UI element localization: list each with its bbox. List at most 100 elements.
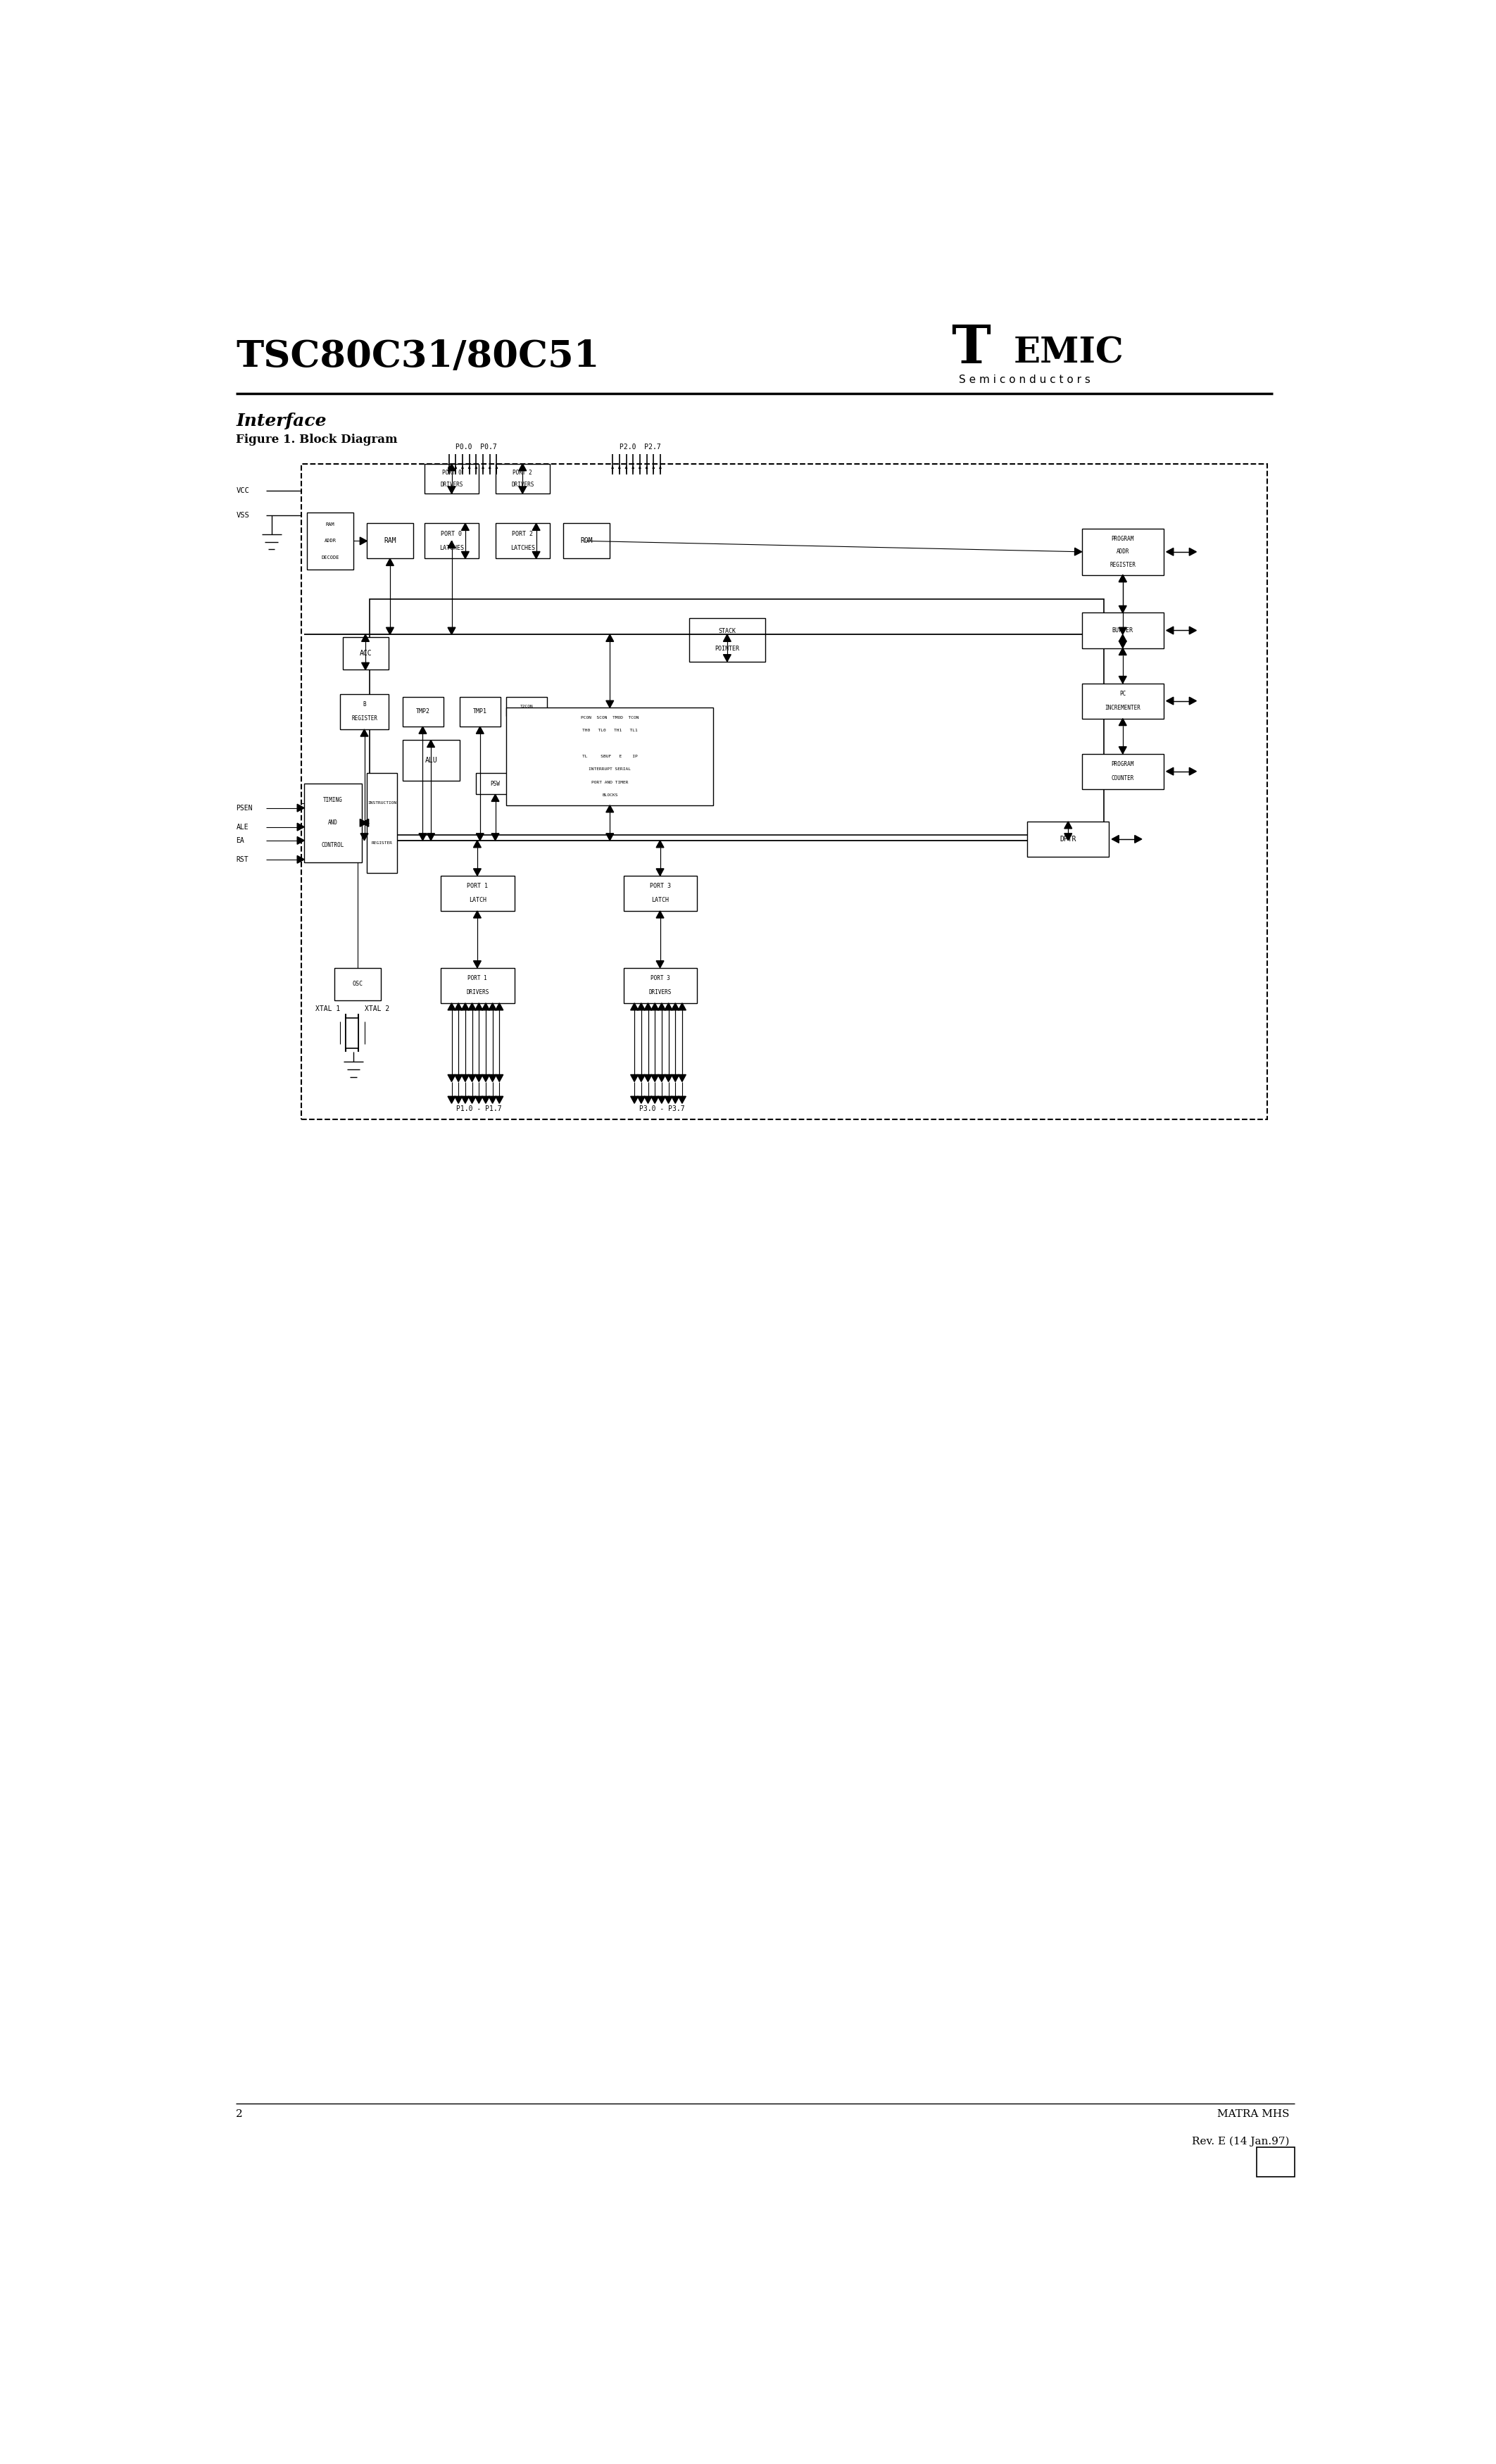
FancyBboxPatch shape — [495, 463, 551, 493]
Polygon shape — [1189, 697, 1197, 705]
Polygon shape — [495, 1003, 503, 1010]
Polygon shape — [631, 1003, 639, 1010]
Text: LATCHES: LATCHES — [440, 545, 464, 552]
Polygon shape — [678, 1003, 687, 1010]
Polygon shape — [426, 833, 435, 840]
Text: VCC: VCC — [236, 488, 250, 495]
FancyBboxPatch shape — [367, 774, 396, 872]
Polygon shape — [461, 522, 470, 530]
Text: 2: 2 — [236, 2109, 242, 2119]
Text: PORT 0: PORT 0 — [441, 530, 462, 537]
Polygon shape — [492, 793, 500, 801]
FancyBboxPatch shape — [690, 618, 766, 660]
Polygon shape — [489, 1096, 497, 1104]
Polygon shape — [631, 1074, 639, 1082]
Polygon shape — [362, 818, 368, 825]
Polygon shape — [658, 1096, 666, 1104]
Polygon shape — [468, 1074, 476, 1082]
FancyBboxPatch shape — [346, 1018, 358, 1047]
FancyBboxPatch shape — [506, 707, 714, 806]
FancyBboxPatch shape — [307, 513, 353, 569]
Text: PSW: PSW — [491, 781, 500, 786]
FancyBboxPatch shape — [1082, 754, 1164, 788]
Polygon shape — [645, 1074, 652, 1082]
Polygon shape — [533, 522, 540, 530]
Polygon shape — [637, 1096, 645, 1104]
Polygon shape — [361, 818, 367, 825]
Text: TMP1: TMP1 — [473, 710, 488, 715]
Text: REGISTER: REGISTER — [352, 715, 377, 722]
Text: LATCH: LATCH — [652, 897, 669, 904]
Polygon shape — [657, 840, 664, 848]
Text: RAM: RAM — [326, 522, 335, 527]
Polygon shape — [1167, 769, 1173, 776]
Polygon shape — [651, 1096, 658, 1104]
Polygon shape — [482, 1003, 489, 1010]
Text: TIMING: TIMING — [323, 798, 343, 803]
Polygon shape — [606, 833, 613, 840]
Polygon shape — [1119, 648, 1126, 655]
Polygon shape — [672, 1003, 679, 1010]
Polygon shape — [426, 739, 435, 747]
Polygon shape — [468, 1096, 476, 1104]
FancyBboxPatch shape — [441, 968, 515, 1003]
Polygon shape — [1119, 574, 1126, 582]
Text: AND: AND — [328, 821, 338, 825]
Text: T: T — [951, 323, 990, 375]
Text: DECODE: DECODE — [322, 554, 340, 559]
Polygon shape — [461, 552, 470, 559]
Text: DRIVERS: DRIVERS — [467, 991, 489, 995]
Polygon shape — [1189, 547, 1197, 554]
FancyBboxPatch shape — [425, 463, 479, 493]
Polygon shape — [495, 1074, 503, 1082]
Text: EA: EA — [236, 838, 244, 845]
Polygon shape — [419, 833, 426, 840]
Polygon shape — [533, 552, 540, 559]
Polygon shape — [455, 1003, 462, 1010]
Polygon shape — [361, 833, 368, 840]
Text: REGISTER: REGISTER — [371, 840, 392, 845]
Text: DRIVERS: DRIVERS — [440, 480, 464, 488]
Text: ADDR: ADDR — [325, 540, 337, 542]
Text: PROGRAM: PROGRAM — [1112, 535, 1134, 542]
Text: P1.0 - P1.7: P1.0 - P1.7 — [456, 1106, 501, 1114]
Polygon shape — [645, 1003, 652, 1010]
Text: INCREMENTER: INCREMENTER — [1104, 705, 1140, 712]
FancyBboxPatch shape — [367, 522, 413, 559]
FancyBboxPatch shape — [624, 968, 697, 1003]
Polygon shape — [1119, 628, 1126, 633]
Polygon shape — [1167, 626, 1173, 633]
Text: Figure 1. Block Diagram: Figure 1. Block Diagram — [236, 434, 398, 446]
Polygon shape — [447, 485, 455, 493]
Polygon shape — [631, 1096, 639, 1104]
FancyBboxPatch shape — [1082, 614, 1164, 648]
Text: S e m i c o n d u c t o r s: S e m i c o n d u c t o r s — [959, 375, 1091, 384]
Text: ADDR: ADDR — [1116, 549, 1129, 554]
Polygon shape — [492, 833, 500, 840]
Text: VSS: VSS — [236, 513, 250, 520]
Text: PORT 3: PORT 3 — [651, 976, 670, 981]
Polygon shape — [476, 727, 483, 734]
Polygon shape — [482, 1074, 489, 1082]
Polygon shape — [678, 1096, 687, 1104]
FancyBboxPatch shape — [425, 522, 479, 559]
Text: PORT 2: PORT 2 — [512, 530, 533, 537]
Polygon shape — [1112, 835, 1119, 843]
Polygon shape — [361, 537, 367, 545]
Polygon shape — [489, 1003, 497, 1010]
Text: RAM: RAM — [384, 537, 396, 545]
Text: PORT 1: PORT 1 — [467, 882, 488, 890]
Polygon shape — [362, 663, 370, 670]
Polygon shape — [386, 559, 393, 567]
Polygon shape — [476, 1003, 483, 1010]
Text: DRIVERS: DRIVERS — [649, 991, 672, 995]
FancyBboxPatch shape — [1028, 821, 1109, 857]
Text: LATCHES: LATCHES — [510, 545, 536, 552]
Polygon shape — [1167, 697, 1173, 705]
Polygon shape — [455, 1096, 462, 1104]
Polygon shape — [476, 1096, 483, 1104]
Polygon shape — [447, 1096, 455, 1104]
Polygon shape — [473, 840, 482, 848]
Text: LATCH: LATCH — [468, 897, 486, 904]
FancyBboxPatch shape — [343, 638, 389, 670]
